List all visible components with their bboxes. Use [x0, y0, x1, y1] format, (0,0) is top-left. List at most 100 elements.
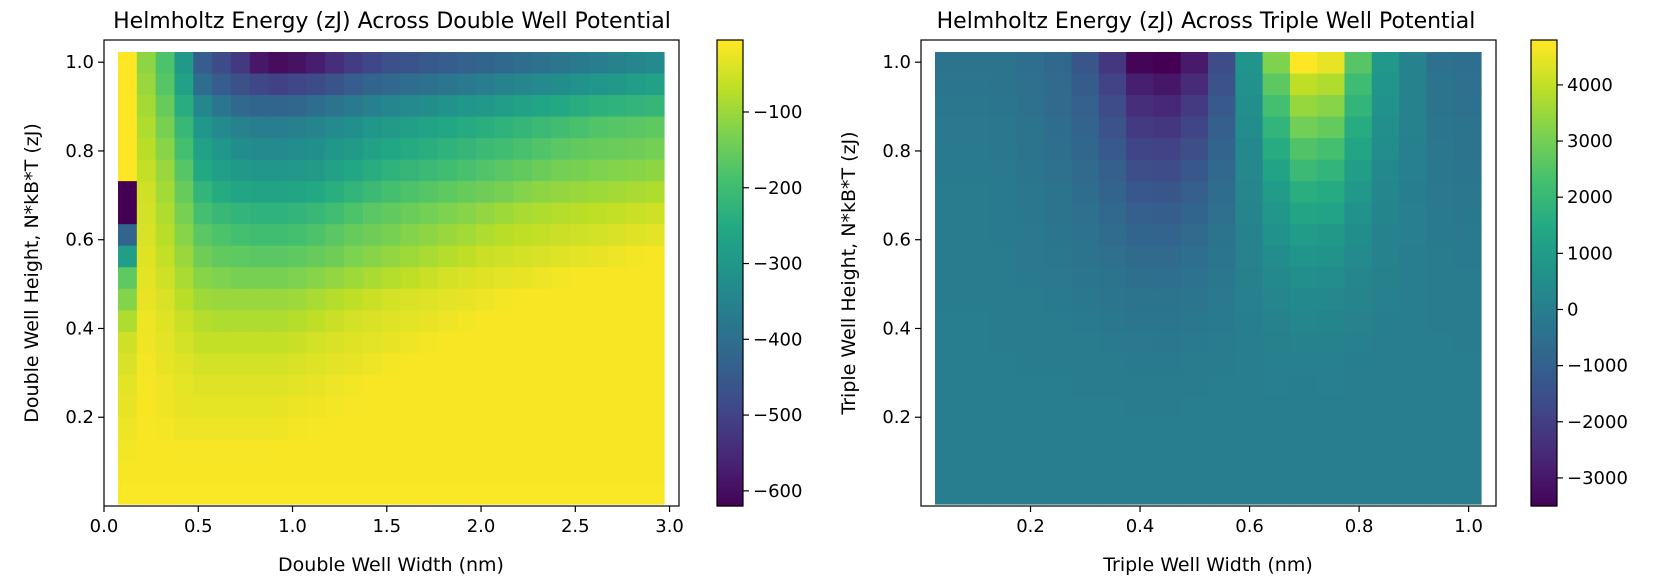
heatmap-cell	[475, 353, 496, 376]
heatmap-cell	[645, 353, 665, 376]
y-axis-label: Double Well Height, N*kB*T (zJ)	[21, 123, 43, 423]
heatmap-cell	[1153, 310, 1182, 333]
heatmap-cell	[1180, 439, 1209, 462]
heatmap-cell	[551, 288, 571, 311]
heatmap-cell	[136, 396, 157, 419]
colorbar-segment	[717, 307, 743, 313]
heatmap-cell	[1371, 52, 1400, 75]
heatmap-cell	[1426, 353, 1455, 376]
colorbar-segment	[1531, 276, 1557, 282]
heatmap-cell	[607, 331, 627, 354]
heatmap-cell	[532, 116, 552, 139]
heatmap-cell	[400, 331, 420, 354]
heatmap-cell	[230, 245, 251, 268]
heatmap-cell	[118, 460, 138, 484]
heatmap-cell	[1071, 116, 1100, 139]
heatmap-cell	[362, 482, 383, 505]
heatmap-cell	[607, 224, 627, 247]
colorbar-segment	[1531, 40, 1557, 45]
heatmap-cell	[626, 95, 646, 118]
heatmap-cell	[1153, 73, 1182, 96]
colorbar-segment	[1531, 113, 1557, 119]
heatmap-cell	[1180, 288, 1209, 311]
heatmap-cell	[212, 73, 232, 96]
heatmap-cell	[174, 353, 194, 376]
heatmap-cell	[513, 460, 533, 484]
heatmap-cell	[155, 224, 176, 247]
heatmap-cell	[438, 224, 458, 247]
heatmap-cell	[1262, 245, 1291, 268]
heatmap-cell	[475, 417, 496, 441]
colorbar-segment	[717, 443, 743, 449]
heatmap-cell	[136, 52, 157, 75]
heatmap-cell	[456, 460, 477, 484]
heatmap-cell	[230, 267, 251, 290]
heatmap-cell	[1371, 374, 1400, 397]
y-tick-label: 0.4	[882, 318, 911, 339]
heatmap-cell	[343, 138, 364, 161]
heatmap-cell	[174, 482, 194, 505]
heatmap-cell	[419, 224, 439, 247]
heatmap-cell	[362, 245, 383, 268]
heatmap-cell	[588, 396, 609, 419]
heatmap-cell	[400, 374, 420, 397]
colorbar-segment	[717, 300, 743, 305]
colorbar-frame	[716, 39, 744, 507]
heatmap-cell	[1453, 267, 1482, 290]
heatmap-cell	[551, 267, 571, 290]
heatmap-cell	[249, 331, 270, 354]
heatmap-cell	[532, 73, 552, 96]
colorbar-segment	[1531, 245, 1557, 251]
heatmap-cell	[325, 482, 345, 505]
heatmap-cell	[1098, 224, 1127, 247]
heatmap-cell	[1453, 202, 1482, 225]
heatmap-cell	[381, 396, 402, 419]
heatmap-cell	[1098, 52, 1127, 75]
heatmap-cell	[1016, 159, 1045, 182]
heatmap-cell	[155, 159, 176, 182]
colorbar-segment	[717, 253, 743, 259]
colorbar-segment	[1531, 175, 1557, 181]
heatmap-cell	[249, 288, 270, 311]
colorbar-segment	[717, 273, 743, 278]
colorbar-segment	[717, 214, 743, 220]
heatmap-cell	[626, 460, 646, 484]
heatmap-cell	[935, 374, 963, 397]
heatmap-cell	[626, 202, 646, 225]
heatmap-cell	[1235, 439, 1264, 462]
heatmap-cell	[607, 417, 627, 441]
heatmap-cell	[1126, 245, 1154, 268]
heatmap-cell	[456, 267, 477, 290]
heatmap-cell	[174, 224, 194, 247]
colorbar-segment	[717, 113, 743, 119]
heatmap-cell	[1153, 267, 1182, 290]
y-tick-label: 0.8	[65, 141, 94, 162]
x-tick-label: 2.0	[467, 516, 496, 537]
heatmap-cell	[1426, 138, 1455, 161]
heatmap-cell	[193, 482, 213, 505]
colorbar-segment	[1531, 273, 1557, 278]
heatmap-cell	[607, 181, 627, 204]
colorbar-segment	[717, 129, 743, 134]
heatmap-cell	[569, 417, 590, 441]
heatmap-cell	[306, 396, 326, 419]
colorbar-segment	[1531, 459, 1557, 464]
colorbar-segment	[717, 238, 743, 243]
heatmap-cell	[381, 331, 402, 354]
heatmap-cell	[1126, 374, 1154, 397]
colorbar-segment	[1531, 471, 1557, 476]
heatmap-cell	[362, 374, 383, 397]
colorbar-segment	[717, 63, 743, 68]
heatmap-cell	[230, 288, 251, 311]
heatmap-cell	[325, 181, 345, 204]
heatmap-cell	[645, 417, 665, 441]
heatmap-cell	[362, 181, 383, 204]
heatmap-cell	[588, 245, 609, 268]
heatmap-cell	[645, 396, 665, 419]
colorbar-segment	[717, 432, 743, 437]
heatmap-cell	[1426, 374, 1455, 397]
heatmap-cell	[607, 202, 627, 225]
heatmap-cell	[962, 439, 991, 462]
colorbar-segment	[717, 304, 743, 309]
heatmap-cell	[1371, 181, 1400, 204]
